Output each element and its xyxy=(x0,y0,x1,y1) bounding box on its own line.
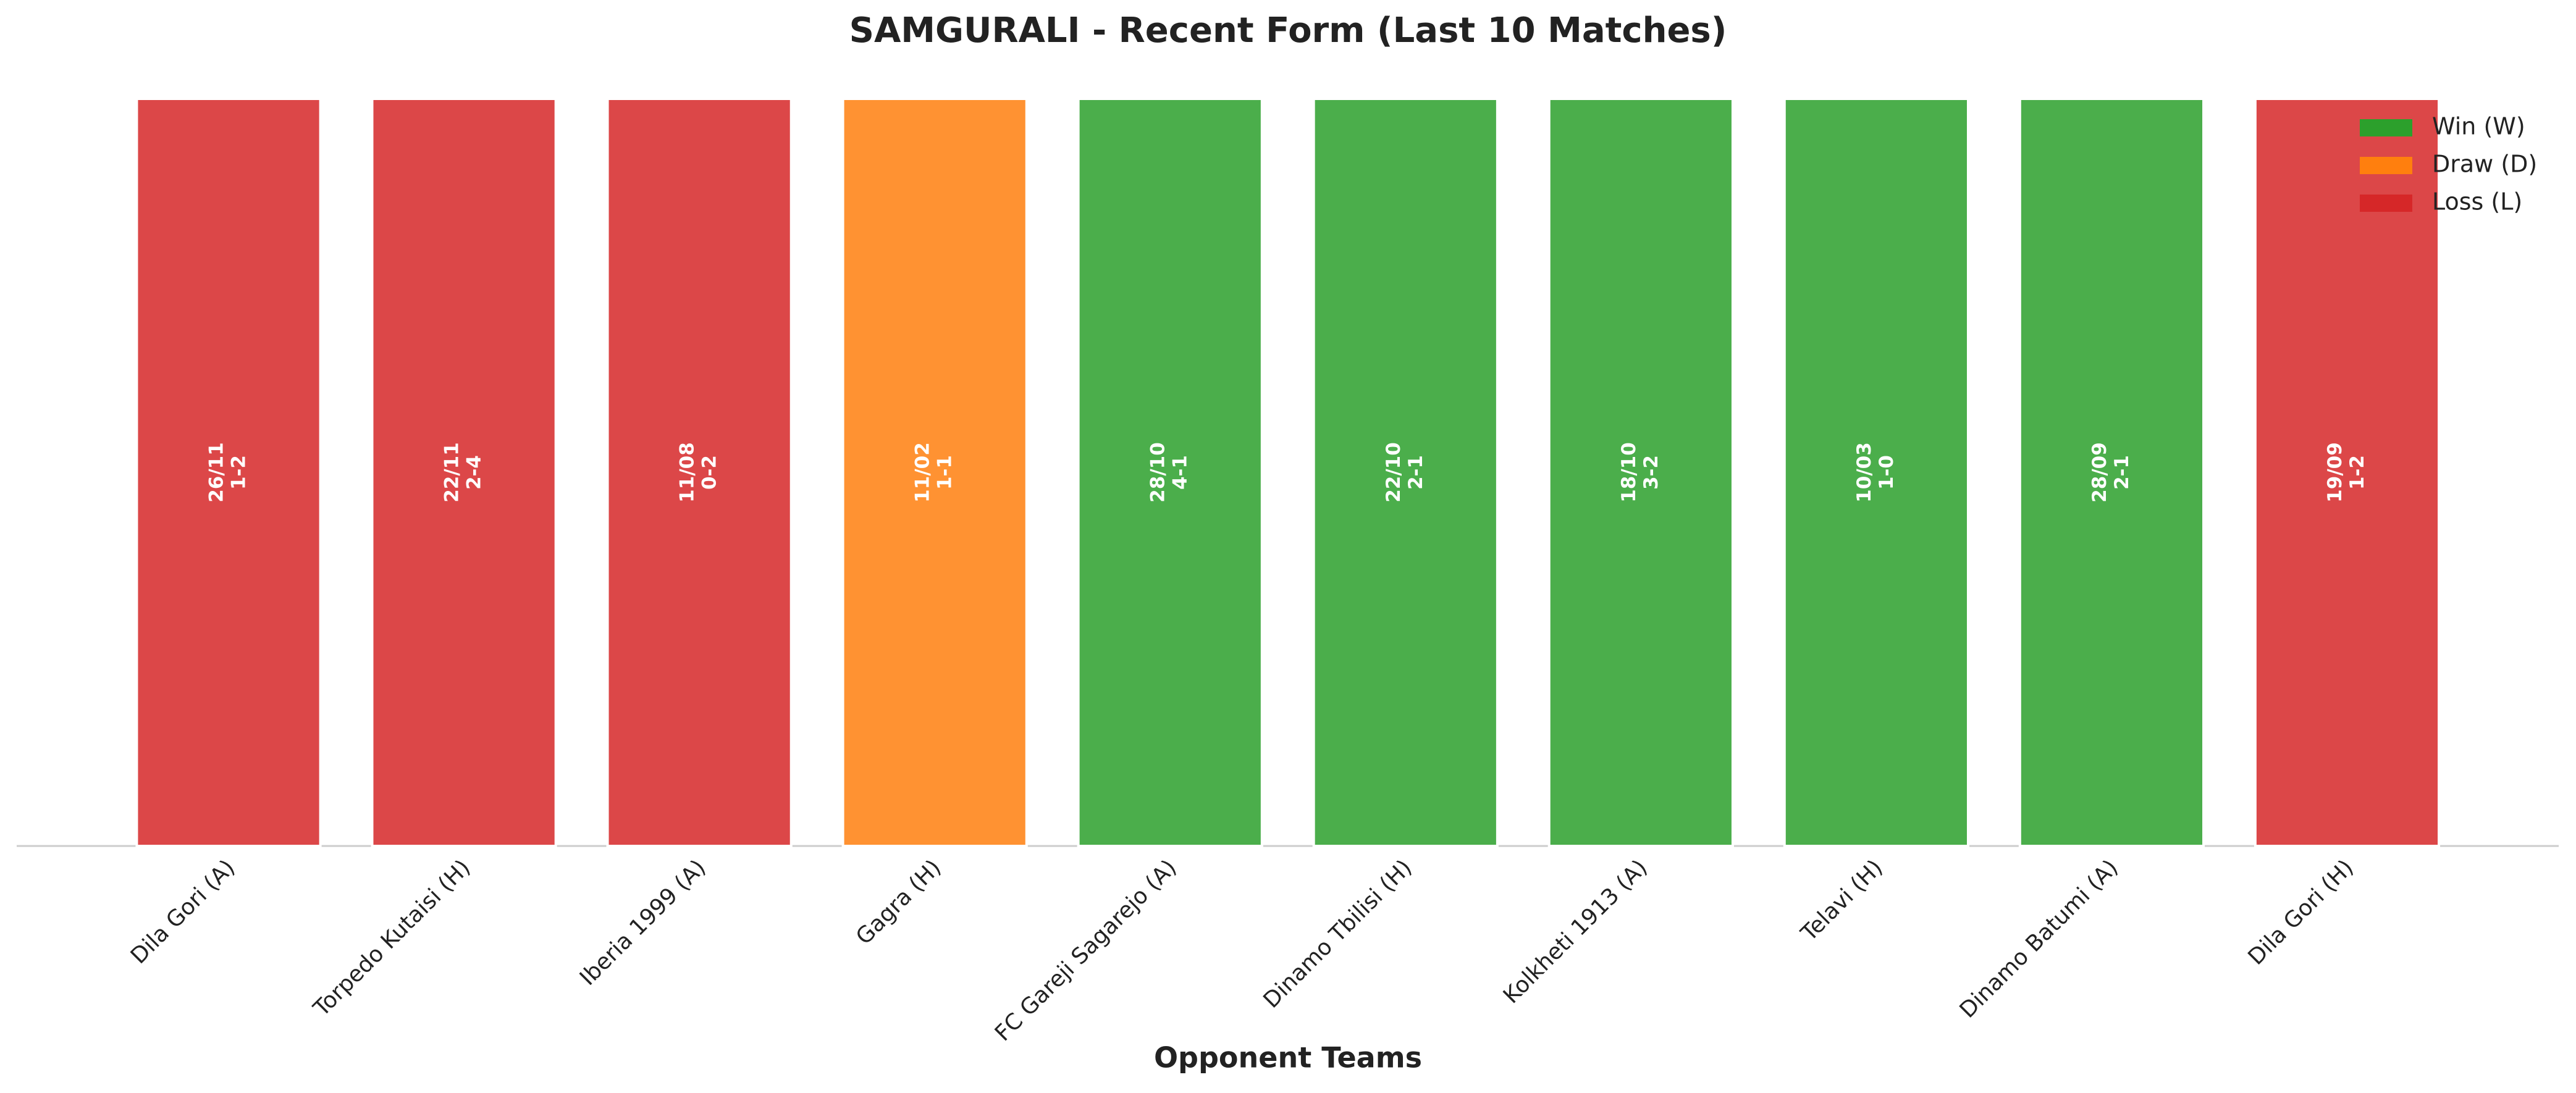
legend-swatch xyxy=(2360,157,2412,174)
bar xyxy=(2018,98,2205,847)
bar-score-label: 1-0 xyxy=(1875,455,1898,490)
x-tick-label: Dila Gori (H) xyxy=(2244,855,2359,969)
bar-date-label: 28/10 xyxy=(1147,442,1169,503)
bar-score-label: 1-1 xyxy=(934,455,956,490)
bar-score-label: 1-2 xyxy=(2346,455,2368,490)
x-tick-label: Gagra (H) xyxy=(851,855,946,950)
legend-label: Draw (D) xyxy=(2432,151,2537,178)
x-tick-label: Dila Gori (A) xyxy=(126,855,240,969)
bar xyxy=(1077,98,1263,847)
bar xyxy=(841,98,1028,847)
legend-label: Win (W) xyxy=(2432,113,2525,140)
legend-swatch xyxy=(2360,119,2412,136)
bar-date-label: 18/10 xyxy=(1618,442,1640,503)
x-axis-label: Opponent Teams xyxy=(1154,1041,1422,1074)
bar-score-label: 2-1 xyxy=(1405,455,1427,490)
bar-date-label: 22/11 xyxy=(441,442,463,503)
legend-label: Loss (L) xyxy=(2432,188,2522,216)
x-tick-label: Kolkheti 1913 (A) xyxy=(1499,855,1652,1008)
bar xyxy=(1783,98,1969,847)
x-tick-label: FC Gareji Sagarejo (A) xyxy=(990,855,1182,1046)
bar-date-label: 11/02 xyxy=(912,442,934,503)
bar-date-label: 11/08 xyxy=(676,442,699,503)
bar-date-label: 22/10 xyxy=(1383,442,1405,503)
bar-date-label: 28/09 xyxy=(2089,442,2111,503)
bar xyxy=(1312,98,1499,847)
bar xyxy=(1547,98,1734,847)
bar-score-label: 2-1 xyxy=(2111,455,2133,490)
legend-swatch xyxy=(2360,195,2412,212)
x-tick-label: Iberia 1999 (A) xyxy=(575,855,711,990)
bar-score-label: 3-2 xyxy=(1640,455,1662,490)
x-tick-label: Telavi (H) xyxy=(1796,855,1887,946)
bar xyxy=(135,98,322,847)
bar xyxy=(371,98,557,847)
bar-date-label: 19/09 xyxy=(2324,442,2346,503)
bar-score-label: 2-4 xyxy=(463,455,486,490)
bar-score-label: 0-2 xyxy=(699,455,721,490)
x-tick-label: Dinamo Tbilisi (H) xyxy=(1258,855,1416,1013)
bar-score-label: 1-2 xyxy=(228,455,250,490)
bar xyxy=(2254,98,2441,847)
chart-title: SAMGURALI - Recent Form (Last 10 Matches… xyxy=(849,10,1727,51)
bar xyxy=(606,98,793,847)
bar-date-label: 26/11 xyxy=(206,442,228,503)
x-tick-label: Torpedo Kutaisi (H) xyxy=(308,855,475,1021)
bar-score-label: 4-1 xyxy=(1169,455,1192,490)
bar-date-label: 10/03 xyxy=(1853,442,1875,503)
x-tick-label: Dinamo Batumi (A) xyxy=(1955,855,2123,1023)
